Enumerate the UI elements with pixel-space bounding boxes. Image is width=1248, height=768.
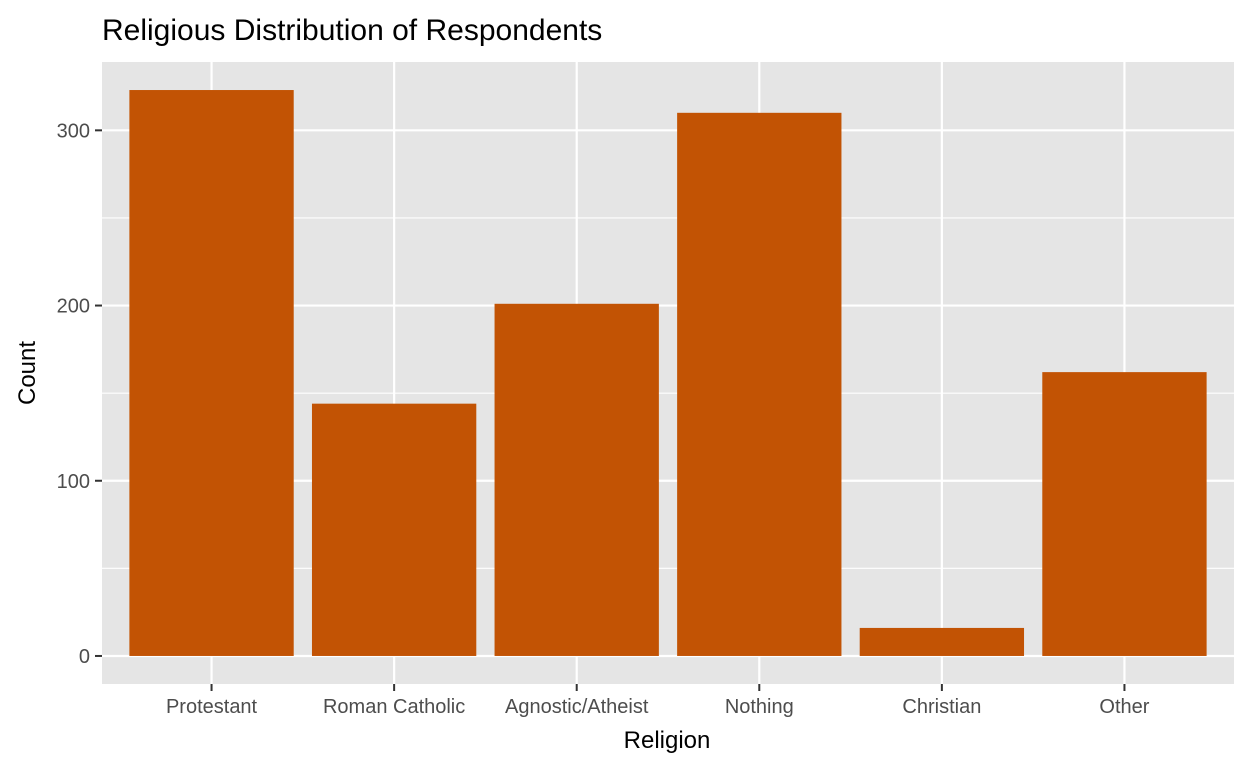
bars [129,90,1207,656]
x-tick-label: Other [1099,696,1149,718]
x-tick-label: Protestant [166,696,258,718]
y-tick-label: 0 [79,646,90,668]
y-tick-label: 100 [57,471,90,493]
x-axis-title: Religion [624,727,711,754]
bar-agnostic-atheist [494,303,659,656]
bar-other [1042,372,1207,656]
chart-title: Religious Distribution of Respondents [102,14,602,47]
y-tick-label: 300 [57,120,90,142]
bar-nothing [677,112,842,656]
x-tick-label: Agnostic/Atheist [505,696,649,718]
y-tick-label: 200 [57,296,90,318]
bar-roman-catholic [311,403,477,656]
bar-protestant [129,90,294,656]
y-axis: 0 100 200 300 [57,120,102,668]
bar-christian [859,627,1025,656]
x-tick-label: Nothing [725,696,794,718]
y-axis-title: Count [14,341,41,405]
x-axis: Protestant Roman Catholic Agnostic/Atheist… [166,684,1150,718]
x-tick-label: Roman Catholic [323,696,465,718]
x-tick-label: Christian [902,696,981,718]
